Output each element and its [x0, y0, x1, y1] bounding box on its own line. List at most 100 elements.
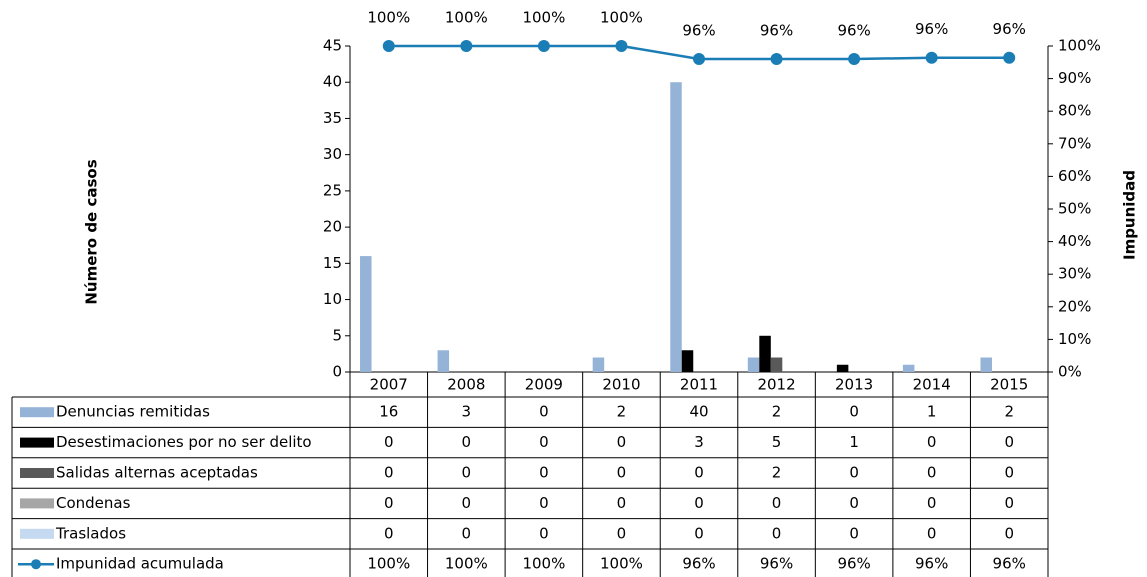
table-cell: 96% — [837, 555, 870, 573]
bar — [770, 357, 783, 372]
y-tick-label: 40 — [323, 73, 342, 91]
line-point — [382, 40, 395, 52]
x-tick-label: 2011 — [680, 376, 718, 394]
legend-swatch — [20, 528, 54, 539]
table-cell: 0 — [384, 494, 394, 512]
x-tick-label: 2010 — [602, 376, 640, 394]
table-cell: 100% — [600, 555, 643, 573]
y2-tick-label: 80% — [1058, 102, 1091, 120]
table-cell: 0 — [539, 524, 549, 542]
table-cell: 1 — [927, 403, 937, 421]
y2-tick-label: 70% — [1058, 134, 1091, 152]
y-tick-label: 25 — [323, 181, 342, 199]
y2-tick-label: 40% — [1058, 232, 1091, 250]
y-axis-title: Número de casos — [83, 159, 101, 304]
table-cell: 0 — [1004, 433, 1014, 451]
table-cell: 0 — [617, 524, 627, 542]
table-cell: 0 — [694, 464, 704, 482]
y-tick-label: 10 — [323, 290, 342, 308]
table-cell: 1 — [849, 433, 859, 451]
table-cell: 0 — [384, 433, 394, 451]
table-cell: 0 — [849, 403, 859, 421]
table-cell: 0 — [384, 524, 394, 542]
table-cell: 16 — [379, 403, 398, 421]
x-tick-label: 2012 — [757, 376, 795, 394]
bar — [980, 357, 992, 372]
y2-axis-title: Impunidad — [1121, 170, 1139, 260]
data-label: 100% — [367, 9, 410, 27]
table-cell: 3 — [462, 403, 472, 421]
legend-label: Salidas alternas aceptadas — [56, 464, 258, 482]
bar — [360, 256, 372, 372]
table-cell: 100% — [522, 555, 565, 573]
table-cell: 0 — [617, 464, 627, 482]
data-label: 96% — [760, 22, 793, 40]
table-cell: 2 — [1004, 403, 1014, 421]
table-cell: 0 — [617, 494, 627, 512]
table-cell: 0 — [539, 403, 549, 421]
table-cell: 0 — [849, 524, 859, 542]
table-cell: 0 — [927, 524, 937, 542]
legend-swatch — [20, 498, 54, 509]
x-tick-label: 2009 — [525, 376, 563, 394]
legend-swatch — [20, 407, 54, 418]
y-tick-label: 30 — [323, 145, 342, 163]
line-point — [693, 53, 705, 66]
table-cell: 2 — [772, 464, 782, 482]
table-cell: 0 — [539, 464, 549, 482]
table-cell: 0 — [694, 524, 704, 542]
table-cell: 0 — [772, 524, 782, 542]
y2-tick-label: 90% — [1058, 69, 1091, 87]
y-tick-label: 5 — [332, 326, 342, 344]
x-tick-label: 2014 — [913, 376, 951, 394]
bar — [902, 364, 915, 372]
table-cell: 0 — [462, 524, 472, 542]
table-cell: 0 — [1004, 494, 1014, 512]
table-cell: 0 — [772, 494, 782, 512]
legend-label: Denuncias remitidas — [56, 403, 210, 421]
legend-label: Traslados — [55, 524, 126, 542]
legend-label: Impunidad acumulada — [56, 555, 224, 573]
data-label: 96% — [837, 22, 870, 40]
legend-label: Condenas — [56, 494, 131, 512]
table-cell: 0 — [694, 494, 704, 512]
y2-tick-label: 0% — [1058, 363, 1082, 381]
data-label: 100% — [522, 9, 565, 27]
data-label: 100% — [600, 9, 643, 27]
line-point — [1003, 51, 1016, 64]
bar — [437, 350, 450, 372]
data-label: 96% — [682, 22, 715, 40]
line-point — [770, 53, 783, 66]
table-cell: 96% — [682, 555, 715, 573]
line-point — [848, 53, 861, 66]
table-cell: 100% — [445, 555, 488, 573]
line-point — [537, 40, 550, 52]
table-cell: 96% — [915, 555, 948, 573]
legend-swatch — [31, 559, 41, 570]
bar — [681, 350, 694, 372]
table-cell: 96% — [760, 555, 793, 573]
x-tick-label: 2015 — [990, 376, 1028, 394]
table-cell: 0 — [462, 433, 472, 451]
table-cell: 96% — [993, 555, 1026, 573]
data-label: 96% — [915, 20, 948, 38]
y2-tick-label: 30% — [1058, 265, 1091, 283]
table-cell: 2 — [772, 403, 782, 421]
y-tick-label: 0 — [332, 363, 342, 381]
y2-tick-label: 50% — [1058, 200, 1091, 218]
y2-tick-label: 60% — [1058, 167, 1091, 185]
table-cell: 0 — [617, 433, 627, 451]
table-cell: 0 — [539, 494, 549, 512]
bar — [592, 357, 605, 372]
table-cell: 0 — [1004, 464, 1014, 482]
y-tick-label: 20 — [323, 218, 342, 236]
table-cell: 100% — [367, 555, 410, 573]
line-point — [925, 51, 938, 64]
table-cell: 0 — [927, 433, 937, 451]
y2-tick-label: 100% — [1058, 37, 1101, 55]
table-cell: 2 — [617, 403, 627, 421]
x-tick-label: 2007 — [370, 376, 408, 394]
y2-tick-label: 20% — [1058, 297, 1091, 315]
table-cell: 0 — [927, 464, 937, 482]
y2-tick-label: 10% — [1058, 330, 1091, 348]
